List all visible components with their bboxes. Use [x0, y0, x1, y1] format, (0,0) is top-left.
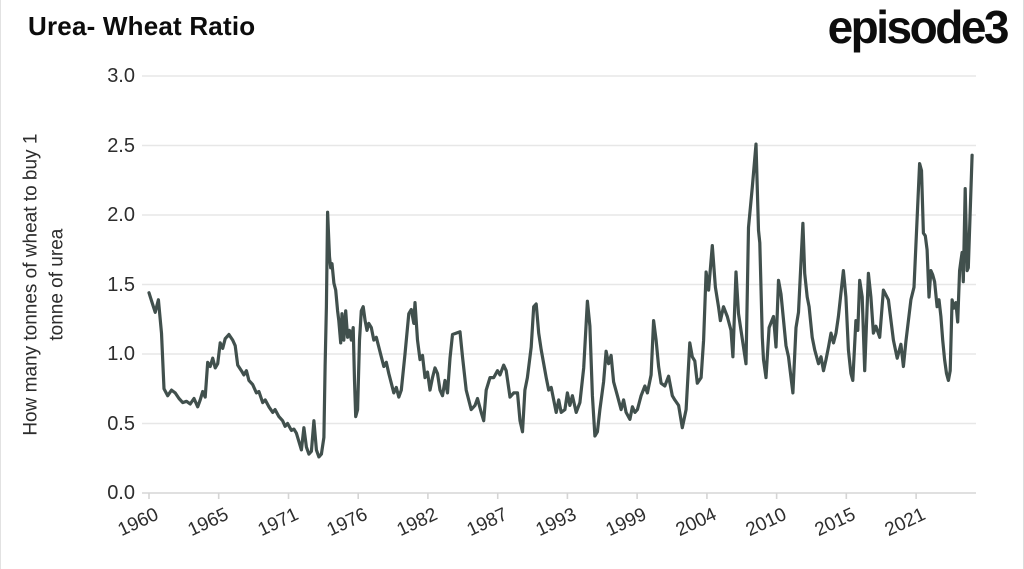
chart-title: Urea- Wheat Ratio	[28, 11, 256, 41]
y-tick-label: 2.0	[107, 204, 135, 226]
y-axis-label: How many tonnes of wheat to buy 1 tonne …	[9, 76, 79, 493]
episode3-logo: episode3	[827, 1, 1010, 53]
y-tick-label: 0.0	[107, 482, 135, 504]
x-axis-line	[142, 492, 976, 499]
y-tick-label: 3.0	[107, 65, 135, 87]
y-tick-label: 1.0	[107, 343, 135, 365]
ratio-line-series	[147, 142, 974, 459]
y-tick-label: 0.5	[107, 412, 135, 435]
gridlines	[142, 75, 976, 425]
y-tick-label: 1.5	[107, 273, 135, 296]
y-axis-label-line1: How many tonnes of wheat to buy 1	[20, 133, 42, 436]
y-tick-label: 2.5	[107, 134, 135, 157]
y-axis-label-line2: tonne of urea	[46, 228, 67, 341]
